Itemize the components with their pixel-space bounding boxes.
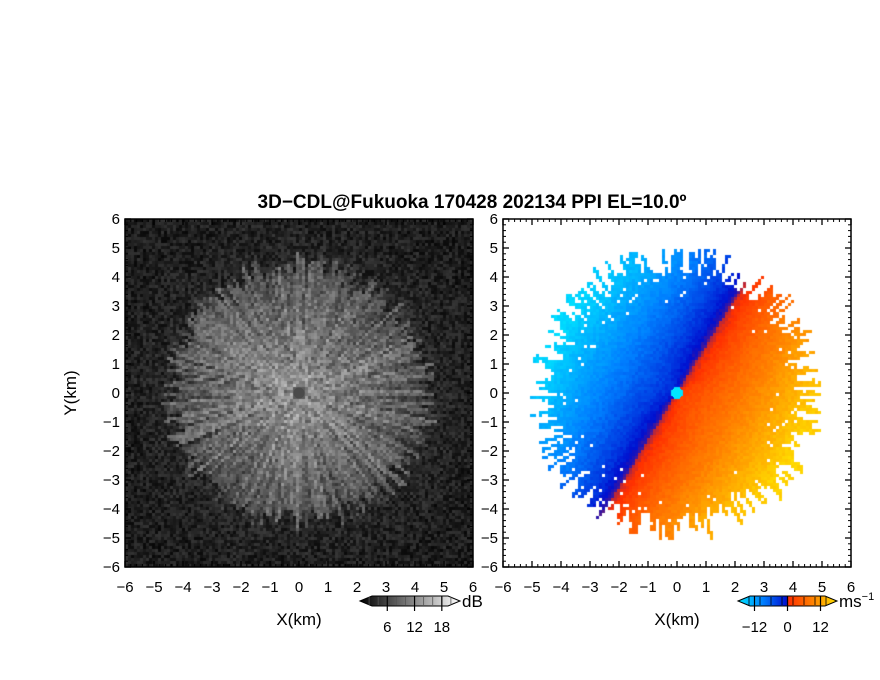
x-tick-label: 0 [295, 579, 303, 596]
x-tick-label: 1 [702, 579, 710, 596]
x-tick-label: 5 [440, 579, 448, 596]
colorbar-tick-label: 0 [783, 619, 791, 636]
x-tick-label: −5 [523, 579, 540, 596]
y-tick-label: 5 [112, 240, 120, 257]
backscatter-image [125, 219, 473, 567]
y-tick-label: −5 [481, 530, 498, 547]
x-tick-label: 6 [469, 579, 477, 596]
lidar-site-marker [671, 387, 683, 399]
y-tick-label: −6 [481, 559, 498, 576]
y-tick-label: −3 [103, 472, 120, 489]
lidar-site-marker [293, 387, 305, 399]
x-tick-label: −2 [610, 579, 627, 596]
backscatter-colorbar-unit: dB [462, 592, 483, 611]
colorbar-tick-label: 12 [812, 619, 829, 636]
x-tick-label: −6 [494, 579, 511, 596]
svg-text:ms−1: ms−1 [839, 591, 874, 611]
x-tick-label: 2 [353, 579, 361, 596]
velocity-panel: −6 −5 −4 −3 −2 −1 0 1 2 3 4 5 6 6543210−1−2−3−4−5−6 … [481, 211, 874, 636]
x-tick-label: 3 [382, 579, 390, 596]
x-tick-label: −2 [232, 579, 249, 596]
y-tick-label: −2 [103, 443, 120, 460]
velocity-colorbar-unit-exponent: −1 [862, 591, 875, 603]
x-tick-label: −1 [261, 579, 278, 596]
x-tick-label: −1 [639, 579, 656, 596]
y-tick-label: −4 [481, 501, 498, 518]
colorbar-tick-label: 6 [383, 619, 391, 636]
right-axis-ticks [502, 218, 852, 568]
y-tick-label: 1 [490, 356, 498, 373]
colorbar-tick-label: 18 [433, 619, 450, 636]
left-y-tick-labels: 6 5 4 3 2 1 0 −1 −2 −3 −4 −5 −6 [103, 211, 120, 576]
y-tick-label: 1 [112, 356, 120, 373]
colorbar-tick-label: 12 [406, 619, 423, 636]
y-tick-label: 5 [490, 240, 498, 257]
colorbar-tick-label: −12 [742, 619, 767, 636]
y-tick-label: 0 [112, 385, 120, 402]
left-x-axis-label: X(km) [276, 610, 321, 629]
y-tick-label: −1 [103, 414, 120, 431]
x-tick-label: −6 [116, 579, 133, 596]
backscatter-colorbar-bar [358, 595, 462, 607]
y-tick-label: −1 [481, 414, 498, 431]
x-tick-label: 3 [760, 579, 768, 596]
y-tick-label: 0 [490, 385, 498, 402]
left-x-tick-labels: −6 −5 −4 −3 −2 −1 0 1 2 3 4 5 6 [116, 579, 477, 596]
x-tick-label: −4 [552, 579, 569, 596]
y-tick-label: 6 [112, 211, 120, 228]
velocity-colorbar-ticks [748, 596, 827, 611]
x-tick-label: −3 [203, 579, 220, 596]
right-y-tick-labels: 6 5 4 3 2 1 0 −1 −2 −3 −4 −5 −6 [481, 211, 498, 576]
y-tick-label: −2 [481, 443, 498, 460]
velocity-colorbar-labels: −12 0 12 [742, 619, 829, 636]
y-tick-label: −6 [103, 559, 120, 576]
y-tick-label: 2 [490, 327, 498, 344]
x-tick-label: 4 [789, 579, 797, 596]
x-tick-label: −4 [174, 579, 191, 596]
y-tick-label: 3 [112, 298, 120, 315]
x-tick-label: 0 [673, 579, 681, 596]
y-tick-label: 6 [490, 211, 498, 228]
right-x-tick-labels: −6 −5 −4 −3 −2 −1 0 1 2 3 4 5 6 [494, 579, 855, 596]
y-axis-label: Y(km) [61, 370, 80, 415]
y-tick-label: −4 [103, 501, 120, 518]
x-tick-label: −3 [581, 579, 598, 596]
x-tick-label: 1 [324, 579, 332, 596]
x-tick-label: −5 [145, 579, 162, 596]
y-tick-label: −5 [103, 530, 120, 547]
chart-title: 3D−CDL@Fukuoka 170428 202134 PPI EL=10.0… [258, 192, 687, 213]
x-tick-label: 4 [411, 579, 419, 596]
y-tick-label: 4 [490, 269, 498, 286]
right-x-axis-label: X(km) [654, 610, 699, 629]
y-tick-label: 4 [112, 269, 120, 286]
y-tick-label: 3 [490, 298, 498, 315]
backscatter-colorbar: dB 6 12 18 [358, 592, 483, 636]
x-tick-label: 2 [731, 579, 739, 596]
x-tick-label: 5 [818, 579, 826, 596]
backscatter-colorbar-labels: 6 12 18 [383, 619, 450, 636]
backscatter-colorbar-ticks [368, 596, 452, 611]
left-axis-ticks [124, 218, 474, 568]
backscatter-panel: −6 −5 −4 −3 −2 −1 0 1 2 3 4 5 6 6543210−1−2−3−4−5−6 … [61, 211, 483, 636]
velocity-image [503, 219, 851, 567]
y-tick-label: 2 [112, 327, 120, 344]
y-tick-label: −3 [481, 472, 498, 489]
velocity-colorbar-unit: ms [839, 592, 862, 611]
velocity-colorbar: ms−1 −12 0 12 [736, 591, 874, 636]
x-tick-label: 6 [847, 579, 855, 596]
